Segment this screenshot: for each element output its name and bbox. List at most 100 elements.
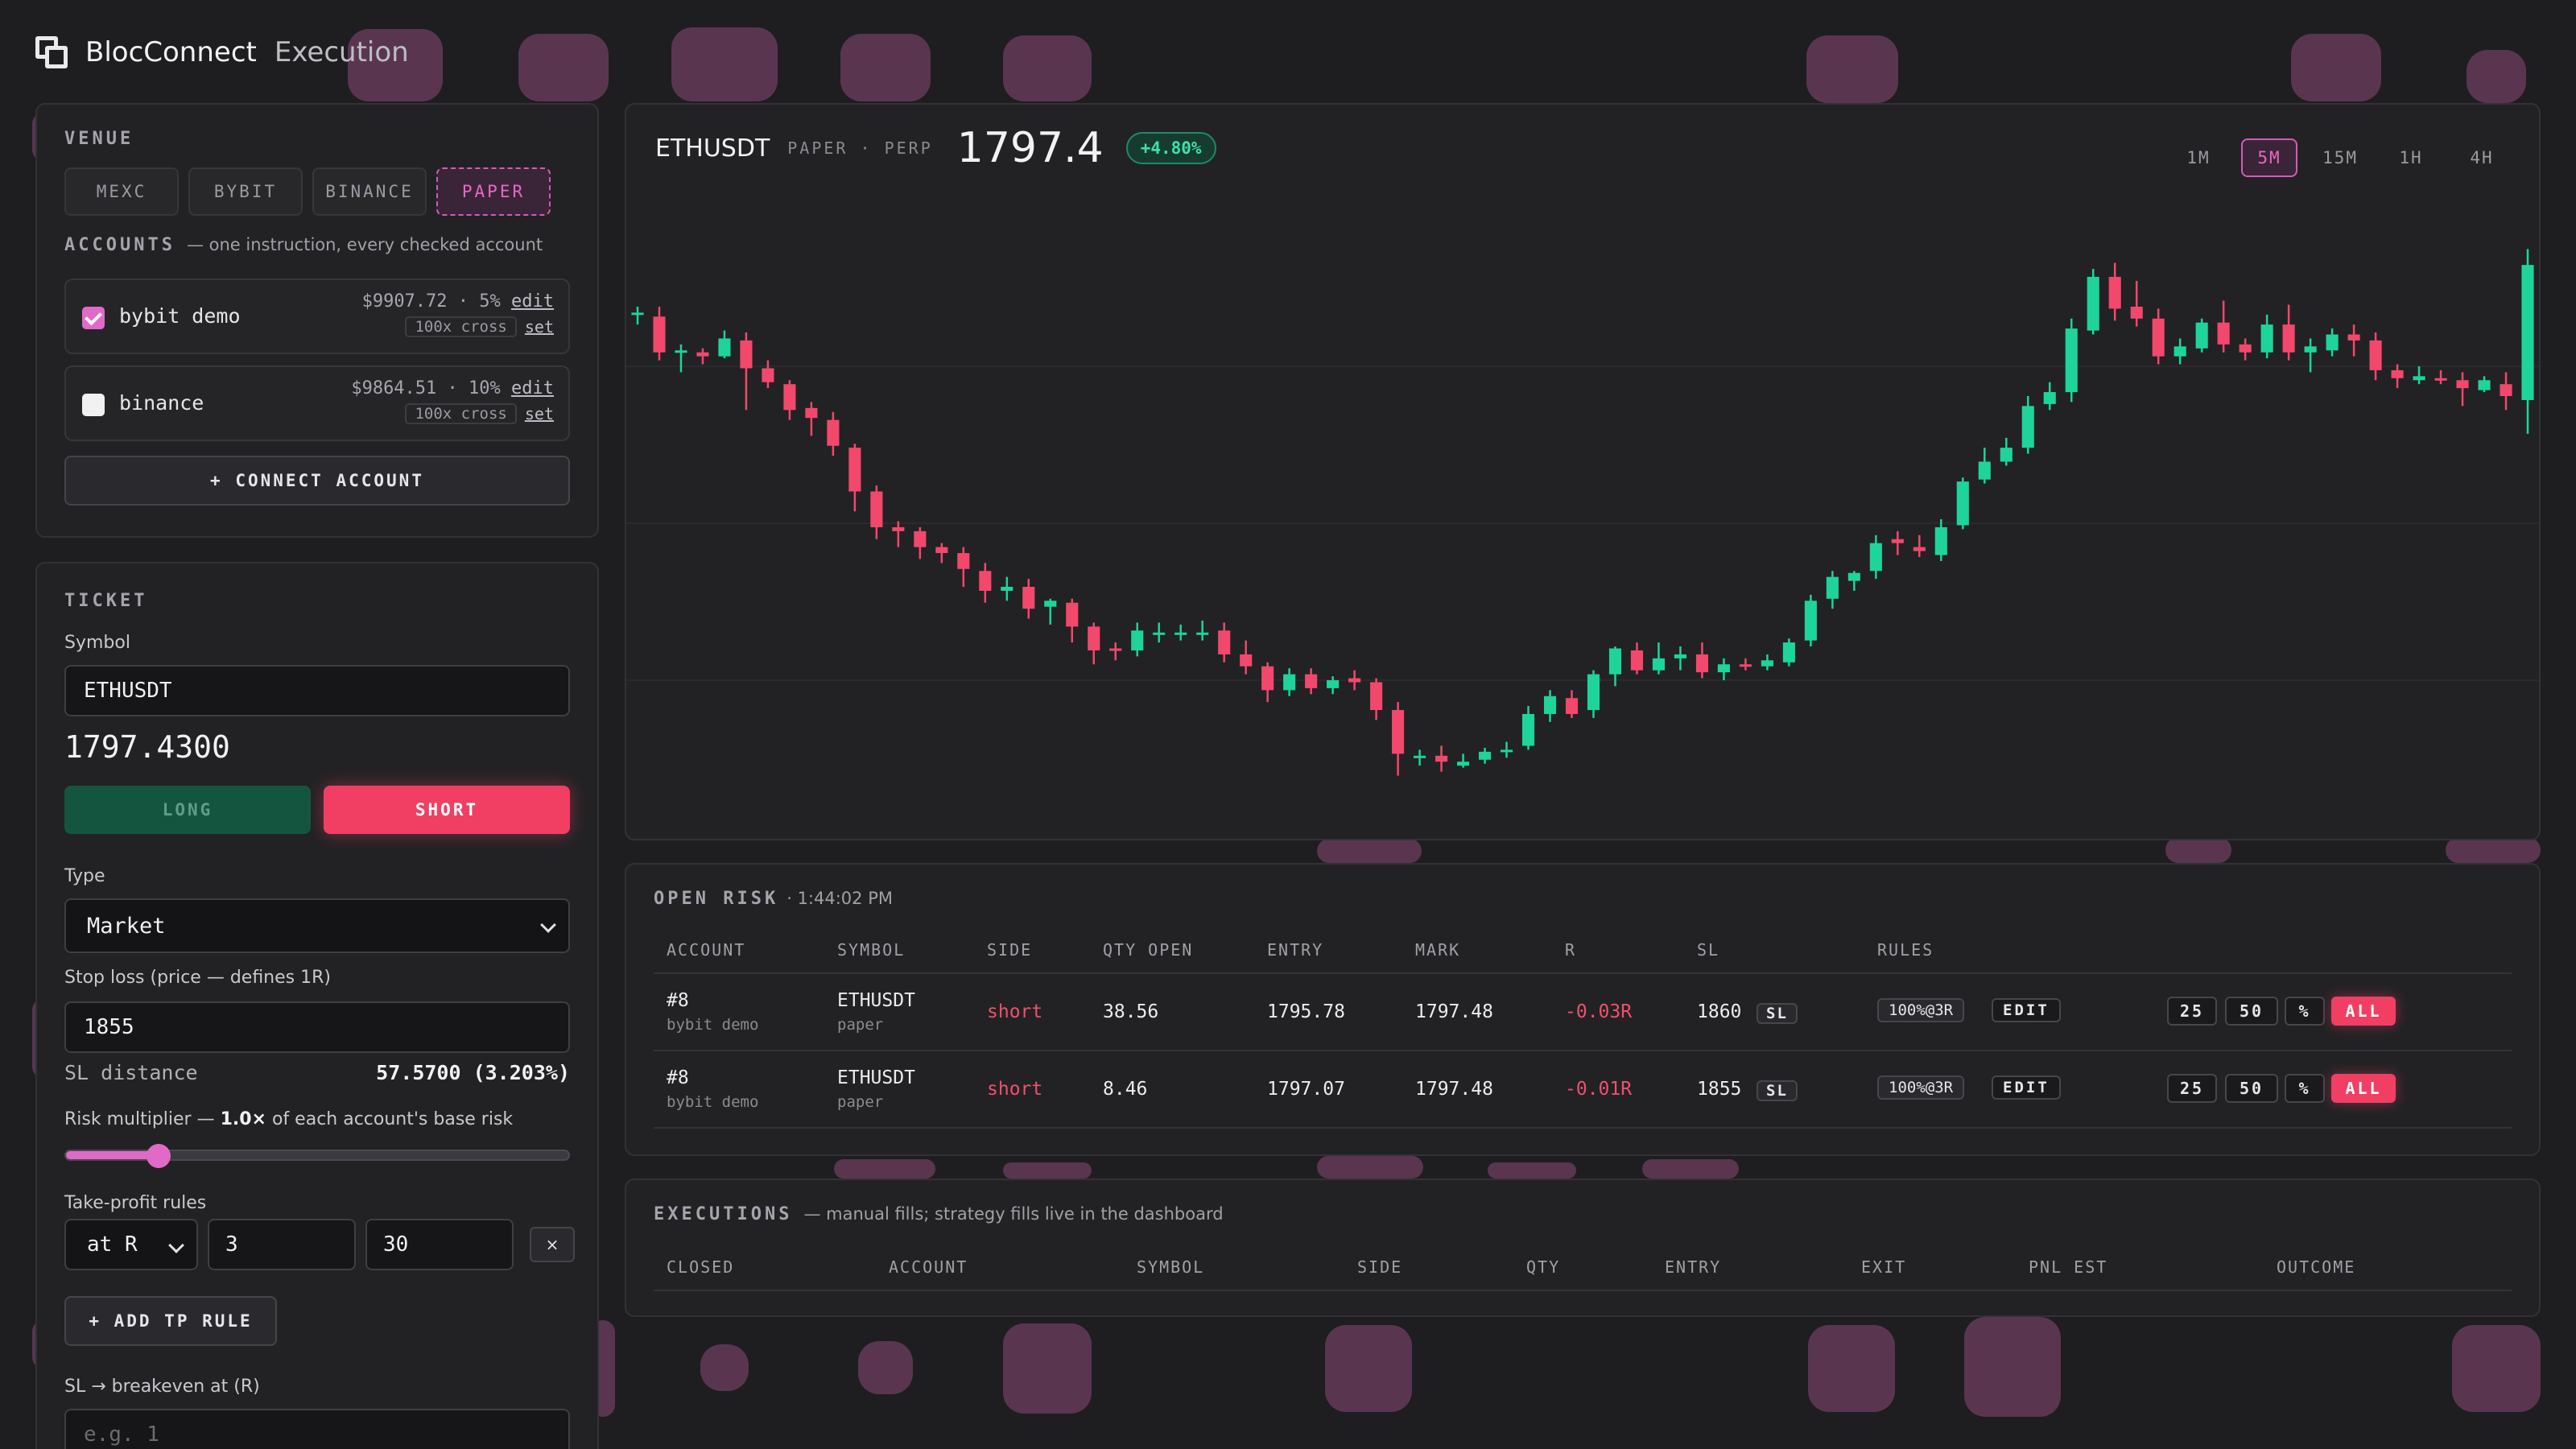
candlestick-chart[interactable]: [626, 209, 2539, 837]
venue-tab-binance[interactable]: BINANCE: [312, 167, 427, 216]
short-button[interactable]: SHORT: [324, 786, 570, 834]
row-mark: 1797.48: [1415, 1001, 1493, 1022]
account-checkbox[interactable]: [82, 307, 105, 329]
sl-distance-value: 57.5700 (3.203%): [376, 1061, 570, 1084]
background-square: [518, 34, 609, 101]
tp-r-input[interactable]: 3: [208, 1219, 356, 1270]
stoploss-input[interactable]: 1855: [64, 1001, 570, 1053]
leverage-set-link[interactable]: set: [524, 404, 554, 423]
candle: [935, 543, 948, 564]
close-50-button[interactable]: 50: [2225, 997, 2278, 1026]
close-25-button[interactable]: 25: [2167, 997, 2217, 1026]
timeframe-1m[interactable]: 1M: [2186, 148, 2211, 167]
ticket-title: TICKET: [64, 591, 148, 611]
sl-tag[interactable]: SL: [1757, 1080, 1798, 1101]
timeframe-1h[interactable]: 1H: [2399, 148, 2423, 167]
symbol-input[interactable]: ETHUSDT: [64, 665, 570, 716]
col-closed: CLOSED: [667, 1257, 735, 1277]
candle: [1652, 642, 1666, 675]
candle: [1478, 747, 1492, 764]
candle: [1739, 658, 1752, 671]
venue-tab-bybit[interactable]: BYBIT: [188, 167, 303, 216]
tp-rule-chip: 100%@3R: [1877, 998, 1965, 1022]
order-type-select[interactable]: Market: [64, 898, 570, 953]
sl-tag[interactable]: SL: [1757, 1003, 1798, 1024]
close-all-button[interactable]: ALL: [2331, 997, 2396, 1026]
timeframe-5m[interactable]: 5M: [2241, 138, 2297, 177]
col-qty-open: QTY OPEN: [1103, 940, 1194, 960]
background-square: [1317, 839, 1422, 863]
add-tp-rule-button[interactable]: + ADD TP RULE: [64, 1296, 277, 1346]
candle: [1261, 662, 1274, 703]
venue-tab-mexc[interactable]: MEXC: [64, 167, 179, 216]
open-risk-card: OPEN RISK · 1:44:02 PM ACCOUNT SYMBOL SI…: [625, 863, 2541, 1156]
candle: [1044, 598, 1057, 625]
price-change-badge: +4.80%: [1125, 132, 1216, 164]
background-square: [1003, 1162, 1092, 1179]
row-account-name: bybit demo: [667, 1093, 759, 1111]
close-25-button[interactable]: 25: [2167, 1074, 2217, 1103]
account-checkbox[interactable]: [82, 394, 105, 416]
candle: [1826, 571, 1839, 609]
background-square: [348, 29, 443, 101]
candle: [1500, 741, 1513, 758]
timeframe-15m[interactable]: 15M: [2322, 148, 2358, 167]
executions-subtitle: — manual fills; strategy fills live in t…: [803, 1204, 1224, 1224]
tp-mode-select[interactable]: at R: [64, 1219, 198, 1270]
connect-account-button[interactable]: + CONNECT ACCOUNT: [64, 456, 570, 506]
candle: [2478, 376, 2491, 393]
tp-percent-input[interactable]: 30: [365, 1219, 514, 1270]
edit-rules-button[interactable]: EDIT: [1992, 1075, 2061, 1100]
candle: [805, 402, 818, 436]
leverage-badge: 100x cross: [405, 316, 517, 337]
candle: [675, 344, 687, 373]
accounts-subtitle: — one instruction, every checked account: [186, 235, 543, 254]
background-square: [1317, 1156, 1423, 1179]
candle: [631, 306, 644, 325]
candle: [2130, 280, 2143, 327]
breakeven-input[interactable]: e.g. 1: [64, 1409, 570, 1449]
breakeven-label: SL → breakeven at (R): [64, 1377, 260, 1397]
chart-market-type: PAPER · PERP: [787, 138, 933, 158]
stoploss-label: Stop loss (price — defines 1R): [64, 968, 331, 988]
remove-tp-rule-button[interactable]: ×: [530, 1227, 575, 1262]
col-qty: QTY: [1526, 1257, 1561, 1277]
venue-card: VENUE MEXC BYBIT BINANCE PAPER ACCOUNTS …: [35, 103, 599, 538]
account-details: $9864.51 · 10% edit 100x cross set: [351, 378, 554, 424]
col-symbol: SYMBOL: [837, 940, 906, 960]
long-button[interactable]: LONG: [64, 786, 311, 834]
account-edit-link[interactable]: edit: [511, 291, 554, 312]
row-qty: 38.56: [1103, 1001, 1159, 1022]
table-divider: [654, 1050, 2512, 1051]
close-percent-button[interactable]: %: [2285, 997, 2325, 1026]
candle: [1587, 670, 1600, 718]
close-50-button[interactable]: 50: [2225, 1074, 2278, 1103]
candle: [2065, 318, 2078, 402]
row-side: short: [987, 1079, 1043, 1100]
candle: [1153, 622, 1166, 643]
chart-card: ETHUSDT PAPER · PERP 1797.4 +4.80% 1M 5M…: [625, 103, 2541, 840]
candle: [1457, 753, 1470, 768]
close-all-button[interactable]: ALL: [2331, 1074, 2396, 1103]
background-square: [1808, 1325, 1895, 1412]
candle: [1869, 535, 1882, 580]
type-label: Type: [64, 866, 105, 886]
candle: [1196, 620, 1209, 641]
leverage-set-link[interactable]: set: [524, 317, 554, 336]
edit-rules-button[interactable]: EDIT: [1992, 998, 2061, 1022]
account-edit-link[interactable]: edit: [511, 378, 554, 398]
candle: [1414, 749, 1426, 766]
candle: [740, 332, 753, 411]
symbol-label: Symbol: [64, 633, 130, 653]
close-percent-button[interactable]: %: [2285, 1074, 2325, 1103]
timeframe-4h[interactable]: 4H: [2470, 148, 2494, 167]
table-divider: [654, 1127, 2512, 1129]
candle: [2195, 318, 2208, 353]
row-account-id: #8: [667, 1067, 689, 1088]
candle: [1283, 668, 1296, 696]
risk-slider-handle[interactable]: [147, 1144, 171, 1168]
venue-tab-paper[interactable]: PAPER: [436, 167, 551, 216]
risk-slider[interactable]: [64, 1144, 570, 1168]
background-square: [2291, 34, 2381, 101]
account-details: $9907.72 · 5% edit 100x cross set: [362, 291, 554, 337]
